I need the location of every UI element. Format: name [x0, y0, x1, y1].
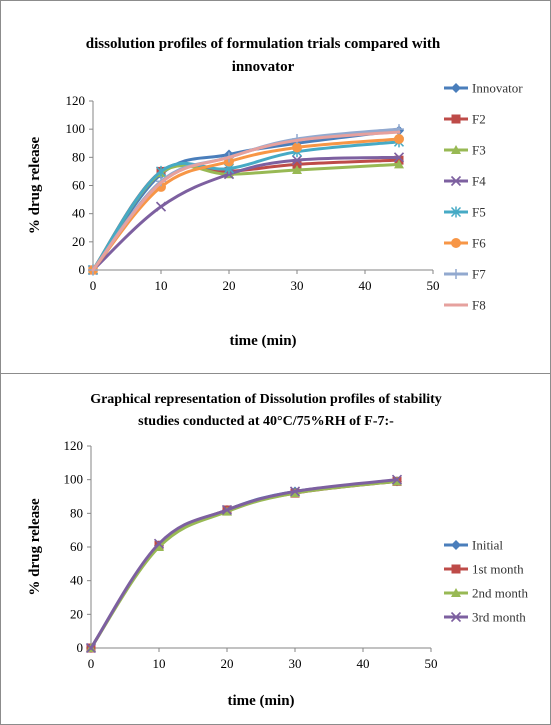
- x-tick-label: 10: [153, 656, 166, 671]
- legend-item: F8: [444, 298, 486, 313]
- x-tick-label: 20: [223, 278, 236, 293]
- data-point-marker: [393, 152, 405, 163]
- data-point-marker: [394, 159, 404, 169]
- y-tick-label: 0: [79, 262, 86, 277]
- data-point-marker: [289, 486, 301, 497]
- legend-label: 2nd month: [472, 586, 528, 601]
- y-tick-label: 40: [72, 206, 85, 221]
- x-axis-title: time (min): [229, 333, 296, 349]
- x-tick-label: 40: [357, 656, 370, 671]
- x-tick-label: 0: [88, 656, 95, 671]
- legend-label: F2: [472, 112, 486, 127]
- legend-marker: [451, 145, 461, 154]
- y-tick-label: 20: [70, 606, 83, 621]
- data-point-marker: [292, 159, 302, 169]
- data-point-marker: [221, 504, 233, 516]
- data-point-marker: [154, 542, 164, 551]
- legend-item: Innovator: [444, 81, 523, 96]
- data-point-marker: [153, 538, 165, 549]
- legend-label: 3rd month: [472, 610, 526, 625]
- legend-marker: [450, 206, 462, 218]
- x-tick-label: 50: [427, 278, 440, 293]
- data-point-marker: [292, 142, 302, 153]
- data-point-marker: [292, 165, 302, 175]
- data-point-marker: [291, 155, 303, 166]
- data-point-marker: [394, 134, 404, 145]
- legend: Innovator F2 F3 F4 F5 F6 F7 F8: [444, 81, 523, 313]
- x-tick-label: 0: [90, 278, 97, 293]
- legend-marker: [451, 83, 461, 93]
- legend-marker: [451, 238, 461, 248]
- legend-marker: [450, 175, 462, 187]
- legend-item: F3: [444, 143, 486, 158]
- data-point-marker: [155, 201, 167, 212]
- chart-panel-formulation: dissolution profiles of formulation tria…: [0, 0, 551, 374]
- legend-label: 1st month: [472, 562, 524, 577]
- legend-item: F5: [444, 205, 486, 220]
- series-line: [91, 158, 401, 272]
- y-tick-label: 100: [66, 121, 86, 136]
- legend-item: F7: [444, 267, 486, 282]
- legend-label: F8: [472, 298, 486, 313]
- data-point-marker: [85, 642, 97, 654]
- legend-marker: [451, 564, 461, 574]
- y-tick-label: 0: [77, 640, 84, 655]
- chart-formulation-trials: dissolution profiles of formulation tria…: [27, 36, 523, 349]
- legend-marker: [451, 588, 461, 597]
- legend-marker: [450, 611, 462, 623]
- chart-stability-studies: Graphical representation of Dissolution …: [27, 392, 528, 709]
- y-tick-label: 120: [66, 93, 86, 108]
- y-tick-label: 100: [64, 472, 84, 487]
- x-axis-title: time (min): [227, 693, 294, 709]
- y-tick-label: 80: [72, 149, 85, 164]
- chart-title-line-2: innovator: [232, 59, 295, 75]
- series-f3: [88, 159, 404, 274]
- legend-label: Innovator: [472, 81, 523, 96]
- chart-title-line-1: Graphical representation of Dissolution …: [90, 392, 442, 407]
- legend-label: Initial: [472, 538, 503, 553]
- data-point-marker: [391, 474, 403, 485]
- series-line: [89, 478, 399, 650]
- x-tick-label: 30: [289, 656, 302, 671]
- series-line: [91, 130, 401, 272]
- legend-item: 2nd month: [444, 586, 528, 601]
- y-axis-title: % drug release: [27, 498, 43, 596]
- legend-label: F6: [472, 236, 486, 251]
- x-tick-label: 50: [425, 656, 438, 671]
- chart-title-line-1: dissolution profiles of formulation tria…: [86, 36, 441, 52]
- series-line: [91, 162, 401, 272]
- legend-label: F7: [472, 267, 486, 282]
- y-tick-label: 80: [70, 505, 83, 520]
- legend-label: F4: [472, 174, 486, 189]
- legend: Initial 1st month 2nd month 3rd month: [444, 538, 528, 625]
- y-tick-label: 60: [70, 539, 83, 554]
- legend-item: F4: [444, 174, 486, 189]
- x-tick-label: 30: [291, 278, 304, 293]
- y-axis-title: % drug release: [27, 137, 43, 235]
- legend-item: F2: [444, 112, 486, 127]
- legend-item: F6: [444, 236, 486, 251]
- y-tick-label: 120: [64, 438, 84, 453]
- legend-label: F3: [472, 143, 486, 158]
- legend-item: 3rd month: [444, 610, 526, 625]
- legend-marker: [451, 114, 461, 124]
- series-3rd-month: [85, 474, 403, 654]
- legend-marker: [451, 540, 461, 550]
- series-f8: [91, 130, 401, 272]
- legend-item: Initial: [444, 538, 503, 553]
- legend-item: 1st month: [444, 562, 524, 577]
- y-tick-label: 40: [70, 573, 83, 588]
- y-tick-label: 20: [72, 234, 85, 249]
- legend-label: F5: [472, 205, 486, 220]
- legend-marker: [451, 269, 461, 279]
- chart-title-line-2: studies conducted at 40°C/75%RH of F-7:-: [138, 414, 394, 429]
- y-tick-label: 60: [72, 178, 85, 193]
- x-tick-label: 20: [221, 656, 234, 671]
- series-line: [89, 479, 399, 650]
- x-tick-label: 10: [155, 278, 168, 293]
- x-tick-label: 40: [359, 278, 372, 293]
- chart-panel-stability: Graphical representation of Dissolution …: [0, 373, 551, 725]
- data-point-marker: [155, 165, 167, 177]
